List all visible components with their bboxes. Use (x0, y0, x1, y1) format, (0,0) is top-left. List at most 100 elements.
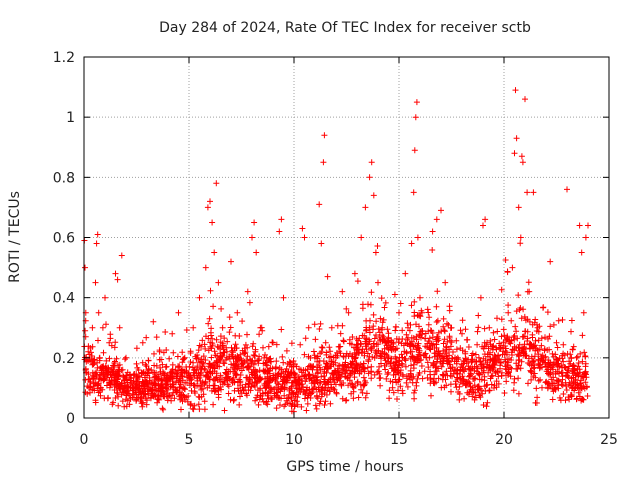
data-point (377, 337, 384, 343)
data-point (192, 353, 199, 360)
data-point (549, 396, 556, 403)
data-point (321, 402, 328, 408)
data-point (333, 390, 340, 397)
data-point (246, 299, 253, 306)
data-point (413, 355, 420, 362)
data-point (533, 385, 540, 392)
data-point (394, 364, 401, 371)
data-point (447, 368, 454, 375)
data-point (445, 358, 452, 365)
data-point (416, 323, 422, 330)
data-point (411, 389, 417, 396)
data-point (565, 365, 572, 372)
data-point (196, 294, 203, 301)
data-point (281, 392, 288, 399)
data-point (187, 402, 194, 408)
data-point (399, 354, 406, 361)
data-point (579, 332, 586, 339)
data-point (133, 345, 140, 352)
data-point (385, 354, 392, 361)
data-point (378, 360, 384, 367)
data-point (340, 337, 347, 344)
data-point (471, 396, 478, 403)
data-point (336, 362, 343, 369)
data-point (113, 355, 120, 362)
data-point (504, 334, 511, 341)
data-point (571, 363, 577, 369)
data-point (288, 408, 295, 415)
data-point (273, 358, 280, 365)
data-point (253, 249, 260, 256)
data-point (407, 367, 414, 374)
data-point (583, 383, 590, 390)
data-point (438, 328, 445, 335)
data-point (112, 339, 119, 346)
data-point (234, 309, 241, 316)
data-point (296, 366, 303, 372)
data-point (514, 366, 521, 372)
data-point (283, 397, 290, 404)
data-point (289, 401, 296, 408)
data-point (342, 397, 349, 404)
data-point (407, 348, 414, 355)
data-point (524, 189, 531, 196)
data-point (183, 369, 190, 376)
data-point (160, 388, 167, 395)
data-point (559, 369, 566, 376)
data-point (317, 320, 324, 327)
data-point (247, 356, 253, 363)
data-point (94, 385, 101, 392)
data-point (464, 336, 471, 343)
data-point (298, 403, 305, 410)
data-point (446, 307, 453, 314)
data-point (559, 376, 566, 383)
data-point (443, 343, 449, 350)
data-point (122, 356, 128, 363)
data-point (178, 391, 185, 398)
data-point (553, 339, 560, 346)
data-point (293, 398, 300, 405)
data-point (530, 357, 537, 364)
data-point (507, 373, 514, 380)
data-point (342, 362, 349, 369)
data-point (562, 379, 569, 386)
data-point (422, 330, 429, 337)
data-point (531, 370, 538, 377)
data-point (386, 387, 393, 394)
data-point (438, 363, 445, 370)
data-point (260, 368, 267, 375)
data-point (144, 369, 151, 376)
data-point (556, 368, 562, 375)
data-point (156, 348, 163, 355)
data-point (237, 351, 244, 358)
data-point (577, 377, 584, 384)
data-point (467, 366, 474, 373)
data-point (526, 318, 533, 325)
data-point (351, 349, 358, 356)
data-point (297, 341, 304, 348)
data-point (536, 346, 543, 353)
data-point (355, 394, 362, 401)
data-point (193, 366, 200, 373)
data-point (383, 375, 390, 382)
data-point (256, 396, 263, 403)
data-point (442, 279, 449, 286)
data-point (454, 376, 461, 383)
data-point (487, 337, 494, 344)
data-point (244, 353, 251, 360)
data-point (392, 327, 399, 334)
data-point (409, 353, 416, 360)
data-point (448, 324, 455, 331)
data-point (567, 392, 574, 398)
data-point (478, 376, 485, 383)
data-point (261, 375, 268, 382)
y-tick-label: 1 (66, 110, 75, 126)
data-point (377, 374, 384, 381)
data-point (497, 359, 504, 366)
data-point (226, 329, 233, 336)
data-point (518, 358, 525, 365)
data-point (575, 360, 582, 366)
data-point (528, 376, 535, 383)
data-point (199, 385, 206, 392)
data-point (411, 309, 418, 316)
